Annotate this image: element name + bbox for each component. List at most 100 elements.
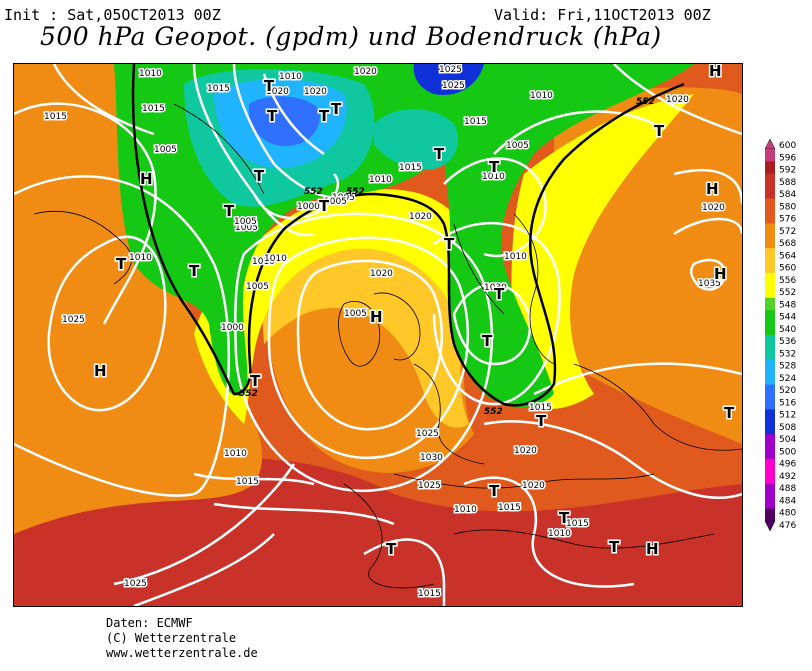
isobar-label: 1010 bbox=[304, 202, 327, 212]
isobar-label-halo: 1020 bbox=[304, 87, 327, 97]
high-pressure-symbol-halo: H bbox=[94, 362, 107, 380]
low-pressure-symbol: T bbox=[536, 412, 547, 430]
isobar-label-halo: 1005 bbox=[234, 217, 257, 227]
scale-label: 596 bbox=[779, 153, 796, 163]
scale-label: 552 bbox=[779, 288, 796, 298]
low-pressure-symbol-halo: T bbox=[319, 107, 330, 125]
isobar-label: 1010 bbox=[369, 175, 392, 185]
isobar-label-halo: 1020 bbox=[702, 203, 725, 213]
high-pressure-symbol: H bbox=[706, 180, 719, 198]
credits: Daten: ECMWF (C) Wetterzentrale www.wetter… bbox=[106, 616, 258, 661]
high-pressure-symbol: H bbox=[714, 265, 727, 283]
isobar-label-halo: 1005 bbox=[235, 223, 258, 233]
isobar-label-halo: 1015 bbox=[142, 104, 165, 114]
isobar-label: 1010 bbox=[530, 91, 553, 101]
gpdm-552-contours bbox=[131, 64, 685, 407]
high-pressure-symbol: H bbox=[646, 540, 659, 558]
isobar-label: 1020 bbox=[666, 95, 689, 105]
isobar-label-halo: 1010 bbox=[304, 202, 327, 212]
isobar-label: 1010 bbox=[129, 253, 152, 263]
scale-swatch bbox=[765, 508, 775, 522]
scale-label: 476 bbox=[779, 521, 796, 531]
isobar-label: 1010 bbox=[264, 254, 287, 264]
low-pressure-symbol-halo: T bbox=[224, 202, 235, 220]
isobar-label: 1025 bbox=[418, 481, 441, 491]
isobar-label-halo: 1025 bbox=[124, 579, 147, 589]
isobar-label-halo: 1025 bbox=[416, 429, 439, 439]
scale-label: 512 bbox=[779, 411, 796, 421]
weather-map: 1010 1010 1015 1015 1020 1020 1015 1015 1015 1015… bbox=[13, 63, 743, 607]
isobar-label-halo: 1010 bbox=[252, 257, 275, 267]
scale-label: 516 bbox=[779, 398, 796, 408]
scale-swatch bbox=[765, 409, 775, 423]
isobar-label-halo: 1005 bbox=[344, 309, 367, 319]
isobar-label-halo: 1025 bbox=[442, 81, 465, 91]
scale-swatch bbox=[765, 496, 775, 510]
isobar-label-halo: 1015 bbox=[498, 503, 521, 513]
isobar-label: 1005 bbox=[324, 197, 347, 207]
scale-label: 572 bbox=[779, 227, 796, 237]
isobar-label: 1005 bbox=[506, 141, 529, 151]
isobar-label: 1020 bbox=[266, 87, 289, 97]
low-pressure-symbol-halo: T bbox=[189, 262, 200, 280]
isobar-label: 1025 bbox=[416, 429, 439, 439]
low-pressure-symbol-halo: T bbox=[319, 197, 330, 215]
isobar-label-halo: 1010 bbox=[264, 254, 287, 264]
isobar-label-halo: 1030 bbox=[484, 283, 507, 293]
scale-swatch bbox=[765, 273, 775, 286]
low-pressure-symbol: T bbox=[224, 202, 235, 220]
scale-label: 484 bbox=[779, 496, 796, 506]
low-pressure-symbol: T bbox=[267, 107, 278, 125]
isobar-label-halo: 1025 bbox=[62, 315, 85, 325]
scale-label: 488 bbox=[779, 484, 796, 494]
valid-time: Valid: Fri,11OCT2013 00Z bbox=[494, 6, 711, 24]
isobar-label: 1005 bbox=[344, 309, 367, 319]
isobar-label-halo: 1010 bbox=[129, 253, 152, 263]
isobar-label-halo: 1000 bbox=[221, 323, 244, 333]
isobar-label-halo: 1010 bbox=[482, 172, 505, 182]
scale-label: 532 bbox=[779, 349, 796, 359]
scale-label: 520 bbox=[779, 386, 796, 396]
isobar-label-halo: 1015 bbox=[529, 403, 552, 413]
isobar-label-halo: 1015 bbox=[399, 163, 422, 173]
low-pressure-symbol: T bbox=[434, 145, 445, 163]
high-pressure-symbol-halo: H bbox=[646, 540, 659, 558]
credits-data-source: Daten: ECMWF bbox=[106, 616, 193, 630]
low-pressure-symbol-halo: T bbox=[250, 372, 261, 390]
scale-swatch bbox=[765, 359, 775, 373]
isobar-label-halo: 1020 bbox=[409, 212, 432, 222]
scale-label: 524 bbox=[779, 374, 796, 384]
low-pressure-symbol-halo: T bbox=[489, 158, 500, 176]
teal-east bbox=[374, 109, 458, 170]
isobar-label: 1015 bbox=[529, 403, 552, 413]
low-pressure-symbol: T bbox=[386, 540, 397, 558]
low-pressure-symbol-halo: T bbox=[494, 285, 505, 303]
scale-label: 500 bbox=[779, 447, 796, 457]
isobar-label-halo: 1010 bbox=[139, 69, 162, 79]
high-pressure-symbol: H bbox=[370, 308, 383, 326]
isobar-label-halo: 1000 bbox=[297, 202, 320, 212]
isobar-label-halo: 1035 bbox=[698, 279, 721, 289]
isobar-label: 1000 bbox=[297, 202, 320, 212]
low-pressure-symbol: T bbox=[724, 404, 735, 422]
isobar-label-halo: 1010 bbox=[530, 91, 553, 101]
isobar-label: 1020 bbox=[702, 203, 725, 213]
scale-label: 564 bbox=[779, 251, 796, 261]
high-pressure-symbol-halo: H bbox=[714, 265, 727, 283]
isobar-lines bbox=[14, 64, 742, 606]
low-pressure-symbol-halo: T bbox=[264, 77, 275, 95]
isobar-label: 1025 bbox=[439, 65, 462, 75]
isobar-label: 1015 bbox=[418, 589, 441, 599]
isobar-label: 1035 bbox=[698, 279, 721, 289]
low-pressure-symbol: T bbox=[494, 285, 505, 303]
isobar-label-halo: 1010 bbox=[504, 252, 527, 262]
scale-swatch bbox=[765, 198, 775, 212]
scale-label: 588 bbox=[779, 178, 796, 188]
scale-label: 556 bbox=[779, 276, 796, 286]
scale-swatch bbox=[765, 384, 775, 398]
isobar-label-halo: 1025 bbox=[418, 481, 441, 491]
scale-label: 496 bbox=[779, 460, 796, 470]
gpdm-label: 552 bbox=[304, 187, 323, 197]
isobar-label-halo: 1005 bbox=[154, 145, 177, 155]
gpdm-label: 552 bbox=[239, 389, 258, 399]
